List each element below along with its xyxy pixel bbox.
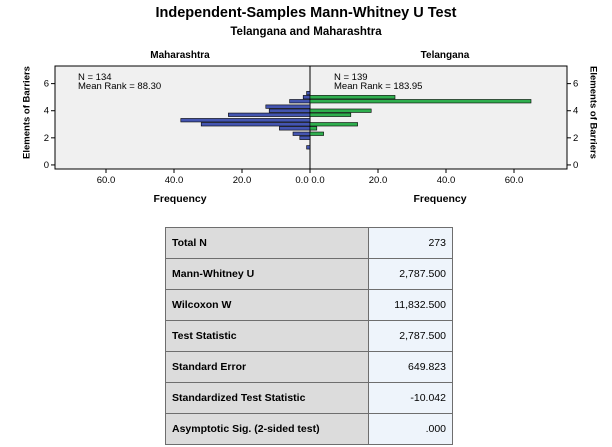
table-row: Wilcoxon W 11,832.500 <box>165 289 453 321</box>
maharashtra-bar <box>289 99 311 104</box>
chart-title: Independent-Samples Mann-Whitney U Test <box>155 5 457 21</box>
telangana-bar <box>309 126 318 131</box>
x-axis-ticks: 60.0 40.0 20.0 0.0 0.0 20.0 40.0 60.0 <box>97 169 524 186</box>
test-summary-table: Total N 273 Mann-Whitney U 2,787.500 Wilcoxo… <box>165 227 453 445</box>
telangana-bar <box>309 122 358 127</box>
x-tick-label: 60.0 <box>97 175 116 186</box>
maharashtra-bar <box>279 126 311 131</box>
stat-label: Asymptotic Sig. (2-sided test) <box>165 413 369 445</box>
telangana-mean-rank: Mean Rank = 183.95 <box>334 81 422 92</box>
y-tick-label: 2 <box>573 133 578 144</box>
stat-value: 2,787.500 <box>368 258 453 290</box>
table-row: Test Statistic 2,787.500 <box>165 320 453 352</box>
y-tick-label: 4 <box>44 106 49 117</box>
x-tick-label: 40.0 <box>437 175 456 186</box>
y-tick-label: 6 <box>44 79 49 90</box>
maharashtra-bar <box>306 145 311 150</box>
y-tick-label: 0 <box>44 160 49 171</box>
x-tick-label: 0.0 <box>311 175 324 186</box>
telangana-bars <box>309 95 532 136</box>
stat-label: Total N <box>165 227 369 259</box>
stat-value: 273 <box>368 227 453 259</box>
stat-value: 2,787.500 <box>368 320 453 352</box>
stat-value: .000 <box>368 413 453 445</box>
x-axis-label-right: Frequency <box>413 193 467 205</box>
table-row: Total N 273 <box>165 227 453 259</box>
chart-subtitle: Telangana and Maharashtra <box>230 26 382 38</box>
stat-label: Test Statistic <box>165 320 369 352</box>
maharashtra-bar <box>306 91 311 96</box>
y-tick-label: 4 <box>573 106 578 117</box>
x-tick-label: 0.0 <box>295 175 308 186</box>
telangana-bar <box>309 108 372 113</box>
stat-value: -10.042 <box>368 382 453 414</box>
maharashtra-bar <box>292 131 311 136</box>
maharashtra-bars <box>180 91 311 150</box>
telangana-bar <box>309 99 532 104</box>
x-tick-label: 40.0 <box>165 175 184 186</box>
y-tick-label: 2 <box>44 133 49 144</box>
plot-area <box>54 65 568 170</box>
stat-value: 649.823 <box>368 351 453 383</box>
table-row: Mann-Whitney U 2,787.500 <box>165 258 453 290</box>
y-tick-label: 6 <box>573 79 578 90</box>
x-tick-label: 60.0 <box>505 175 524 186</box>
maharashtra-bar <box>228 112 311 117</box>
maharashtra-bar <box>265 104 311 109</box>
maharashtra-n: N = 134 <box>78 72 112 83</box>
maharashtra-bar <box>302 95 311 100</box>
panel-label-maharashtra: Maharashtra <box>150 50 210 61</box>
table-row: Standard Error 649.823 <box>165 351 453 383</box>
stat-label: Mann-Whitney U <box>165 258 369 290</box>
stat-label: Wilcoxon W <box>165 289 369 321</box>
x-tick-label: 20.0 <box>369 175 388 186</box>
y-tick-label: 0 <box>573 160 578 171</box>
telangana-bar <box>309 131 324 136</box>
y-axis-ticks: 0 0 2 2 4 4 6 6 <box>44 79 579 171</box>
table-row: Asymptotic Sig. (2-sided test) .000 <box>165 413 453 445</box>
telangana-n: N = 139 <box>334 72 368 83</box>
stat-value: 11,832.500 <box>368 289 453 321</box>
maharashtra-mean-rank: Mean Rank = 88.30 <box>78 81 161 92</box>
maharashtra-bar <box>268 108 311 113</box>
maharashtra-bar <box>299 135 311 140</box>
telangana-bar <box>309 112 352 117</box>
stat-label: Standardized Test Statistic <box>165 382 369 414</box>
panel-label-telangana: Telangana <box>420 50 470 61</box>
telangana-bar <box>309 95 396 100</box>
stat-label: Standard Error <box>165 351 369 383</box>
x-axis-label-left: Frequency <box>153 193 207 205</box>
maharashtra-bar <box>180 118 311 123</box>
x-tick-label: 20.0 <box>233 175 252 186</box>
maharashtra-bar <box>200 122 311 127</box>
table-row: Standardized Test Statistic -10.042 <box>165 382 453 414</box>
